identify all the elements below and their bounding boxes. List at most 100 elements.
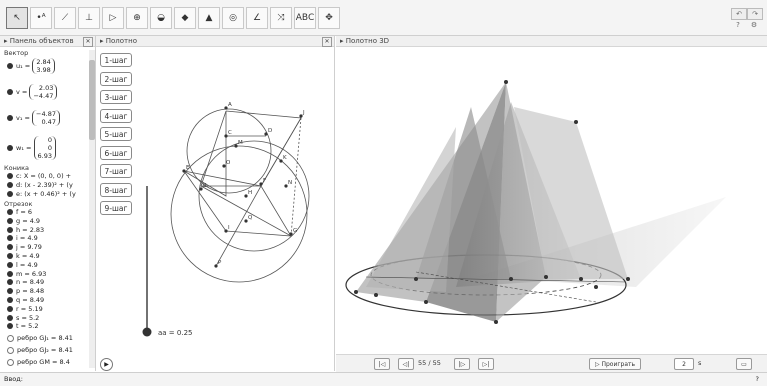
step-button-7[interactable]: 7-шаг xyxy=(100,164,132,178)
algebra-item-vector[interactable]: v = 2.03 −4.47 xyxy=(0,84,90,100)
point-P[interactable] xyxy=(214,264,218,268)
visibility-toggle[interactable] xyxy=(7,346,14,354)
sphere-icon[interactable]: ◒ xyxy=(150,7,172,29)
circle-point-icon[interactable]: ◎ xyxy=(222,7,244,29)
input-field[interactable] xyxy=(30,375,730,384)
visibility-toggle[interactable] xyxy=(7,209,13,215)
close-icon[interactable]: ✕ xyxy=(322,37,332,47)
redo-icon[interactable]: ↷ xyxy=(747,8,763,20)
algebra-item-conic[interactable]: c: X = (0, 0, 0) + xyxy=(0,172,90,180)
step-button-3[interactable]: 3-шаг xyxy=(100,90,132,104)
point-O[interactable] xyxy=(222,164,226,168)
visibility-toggle[interactable] xyxy=(7,323,13,330)
pyramid-icon[interactable]: ▲ xyxy=(198,7,220,29)
algebra-item-segment[interactable]: s = 5.2 xyxy=(0,314,90,322)
point-3d[interactable] xyxy=(354,290,358,294)
algebra-item-segment[interactable]: r = 5.19 xyxy=(0,305,90,313)
visibility-toggle[interactable] xyxy=(7,297,13,303)
settings-icon[interactable]: ⚙ xyxy=(750,21,758,29)
graphics-view-3d[interactable]: ▸ Полотно 3D xyxy=(336,36,767,371)
visibility-toggle[interactable] xyxy=(7,191,13,197)
visibility-toggle[interactable] xyxy=(7,145,13,151)
category-segment[interactable]: Отрезок xyxy=(4,200,33,208)
point-3d[interactable] xyxy=(594,285,598,289)
point-E[interactable] xyxy=(182,169,186,173)
panel-toggle-icon[interactable]: ▸ xyxy=(340,37,346,45)
panel-toggle-icon[interactable]: ▸ xyxy=(100,37,106,45)
point-3d[interactable] xyxy=(574,120,578,124)
point-3d[interactable] xyxy=(424,300,428,304)
point-icon[interactable]: •ᴬ xyxy=(30,7,52,29)
next-step-button[interactable]: |▷ xyxy=(454,358,470,370)
play-button[interactable]: ▷ Проиграть xyxy=(589,358,641,370)
point-F[interactable] xyxy=(259,182,263,186)
point-J[interactable] xyxy=(299,114,303,118)
step-button-6[interactable]: 6-шаг xyxy=(100,145,132,160)
panel-toggle-icon[interactable]: ▸ xyxy=(4,37,10,45)
help-icon[interactable]: ? xyxy=(736,21,740,29)
last-step-button[interactable]: ▷| xyxy=(478,358,494,370)
point-Q[interactable] xyxy=(244,219,248,223)
algebra-item-edge[interactable]: ребро GJ₁ = 8.41 xyxy=(0,334,90,342)
algebra-item-segment[interactable]: p = 8.48 xyxy=(0,287,90,295)
undo-icon[interactable]: ↶ xyxy=(731,8,747,20)
algebra-item-edge[interactable]: ребро GJ₂ = 8.41 xyxy=(0,346,90,354)
algebra-item-segment[interactable]: k = 4.9 xyxy=(0,252,90,260)
step-button-8[interactable]: 8-шаг xyxy=(100,182,132,197)
point-3d[interactable] xyxy=(374,293,378,297)
visibility-toggle[interactable] xyxy=(7,63,13,69)
point-3d[interactable] xyxy=(626,277,630,281)
algebra-item-segment[interactable]: m = 6.93 xyxy=(0,270,90,278)
visibility-toggle[interactable] xyxy=(7,226,13,233)
line-icon[interactable]: ⟋ xyxy=(54,7,76,29)
visibility-toggle[interactable] xyxy=(7,89,13,95)
speed-input[interactable]: 2 xyxy=(674,358,694,370)
visibility-toggle[interactable] xyxy=(7,235,13,242)
point-B[interactable] xyxy=(199,187,203,191)
algebra-item-segment[interactable]: t = 5.2 xyxy=(0,322,90,330)
visibility-toggle[interactable] xyxy=(7,182,13,188)
move-view-icon[interactable]: ✥ xyxy=(318,7,340,29)
point-3d[interactable] xyxy=(504,80,508,84)
plane-icon[interactable]: ◆ xyxy=(174,7,196,29)
point-3d[interactable] xyxy=(579,277,583,281)
step-button-1[interactable]: 1-шаг xyxy=(100,53,132,67)
algebra-item-vector[interactable]: u₁ = 2.84 3.98 xyxy=(0,58,90,74)
step-button-5[interactable]: 5-шаг xyxy=(100,127,132,141)
step-button-2[interactable]: 2-шаг xyxy=(100,71,132,86)
visibility-toggle[interactable] xyxy=(7,244,13,251)
algebra-item-edge[interactable]: ребро GM = 8.4 xyxy=(0,358,90,366)
slider-knob[interactable] xyxy=(142,327,152,337)
reflect-icon[interactable]: ⤨ xyxy=(270,7,292,29)
keyboard-icon[interactable]: ▭ xyxy=(736,358,752,370)
visibility-toggle[interactable] xyxy=(7,253,13,259)
point-3d[interactable] xyxy=(494,320,498,324)
visibility-toggle[interactable] xyxy=(7,305,13,312)
visibility-toggle[interactable] xyxy=(7,261,13,268)
help-icon[interactable]: ? xyxy=(755,375,759,383)
point-3d[interactable] xyxy=(509,277,513,281)
visibility-toggle[interactable] xyxy=(7,173,13,179)
algebra-item-segment[interactable]: q = 8.49 xyxy=(0,296,90,304)
visibility-toggle[interactable] xyxy=(7,288,13,295)
visibility-toggle[interactable] xyxy=(7,115,13,121)
point-3d[interactable] xyxy=(544,275,548,279)
algebra-item-segment[interactable]: g = 4.9 xyxy=(0,217,90,225)
algebra-item-vector[interactable]: w₁ = 0 0 6.93 xyxy=(0,136,90,160)
point-I[interactable] xyxy=(224,229,228,233)
algebra-item-segment[interactable]: j = 9.79 xyxy=(0,243,90,251)
algebra-item-segment[interactable]: f = 6 xyxy=(0,208,90,216)
algebra-item-conic[interactable]: e: (x + 0.46)² + (y xyxy=(0,190,90,198)
algebra-scrollbar-thumb[interactable] xyxy=(89,60,95,140)
visibility-toggle[interactable] xyxy=(7,217,13,224)
algebra-item-conic[interactable]: d: (x - 2.39)² + (y xyxy=(0,181,90,189)
point-A[interactable] xyxy=(224,106,228,110)
point-D[interactable] xyxy=(264,132,268,136)
point-M[interactable] xyxy=(234,144,238,148)
algebra-item-vector[interactable]: v₁ = −4.87 0.47 xyxy=(0,110,90,126)
visibility-toggle[interactable] xyxy=(7,314,13,321)
point-N[interactable] xyxy=(284,184,288,188)
algebra-scrollbar[interactable] xyxy=(89,50,95,368)
algebra-item-segment[interactable]: n = 8.49 xyxy=(0,278,90,286)
play-icon[interactable]: ▶ xyxy=(100,358,113,371)
